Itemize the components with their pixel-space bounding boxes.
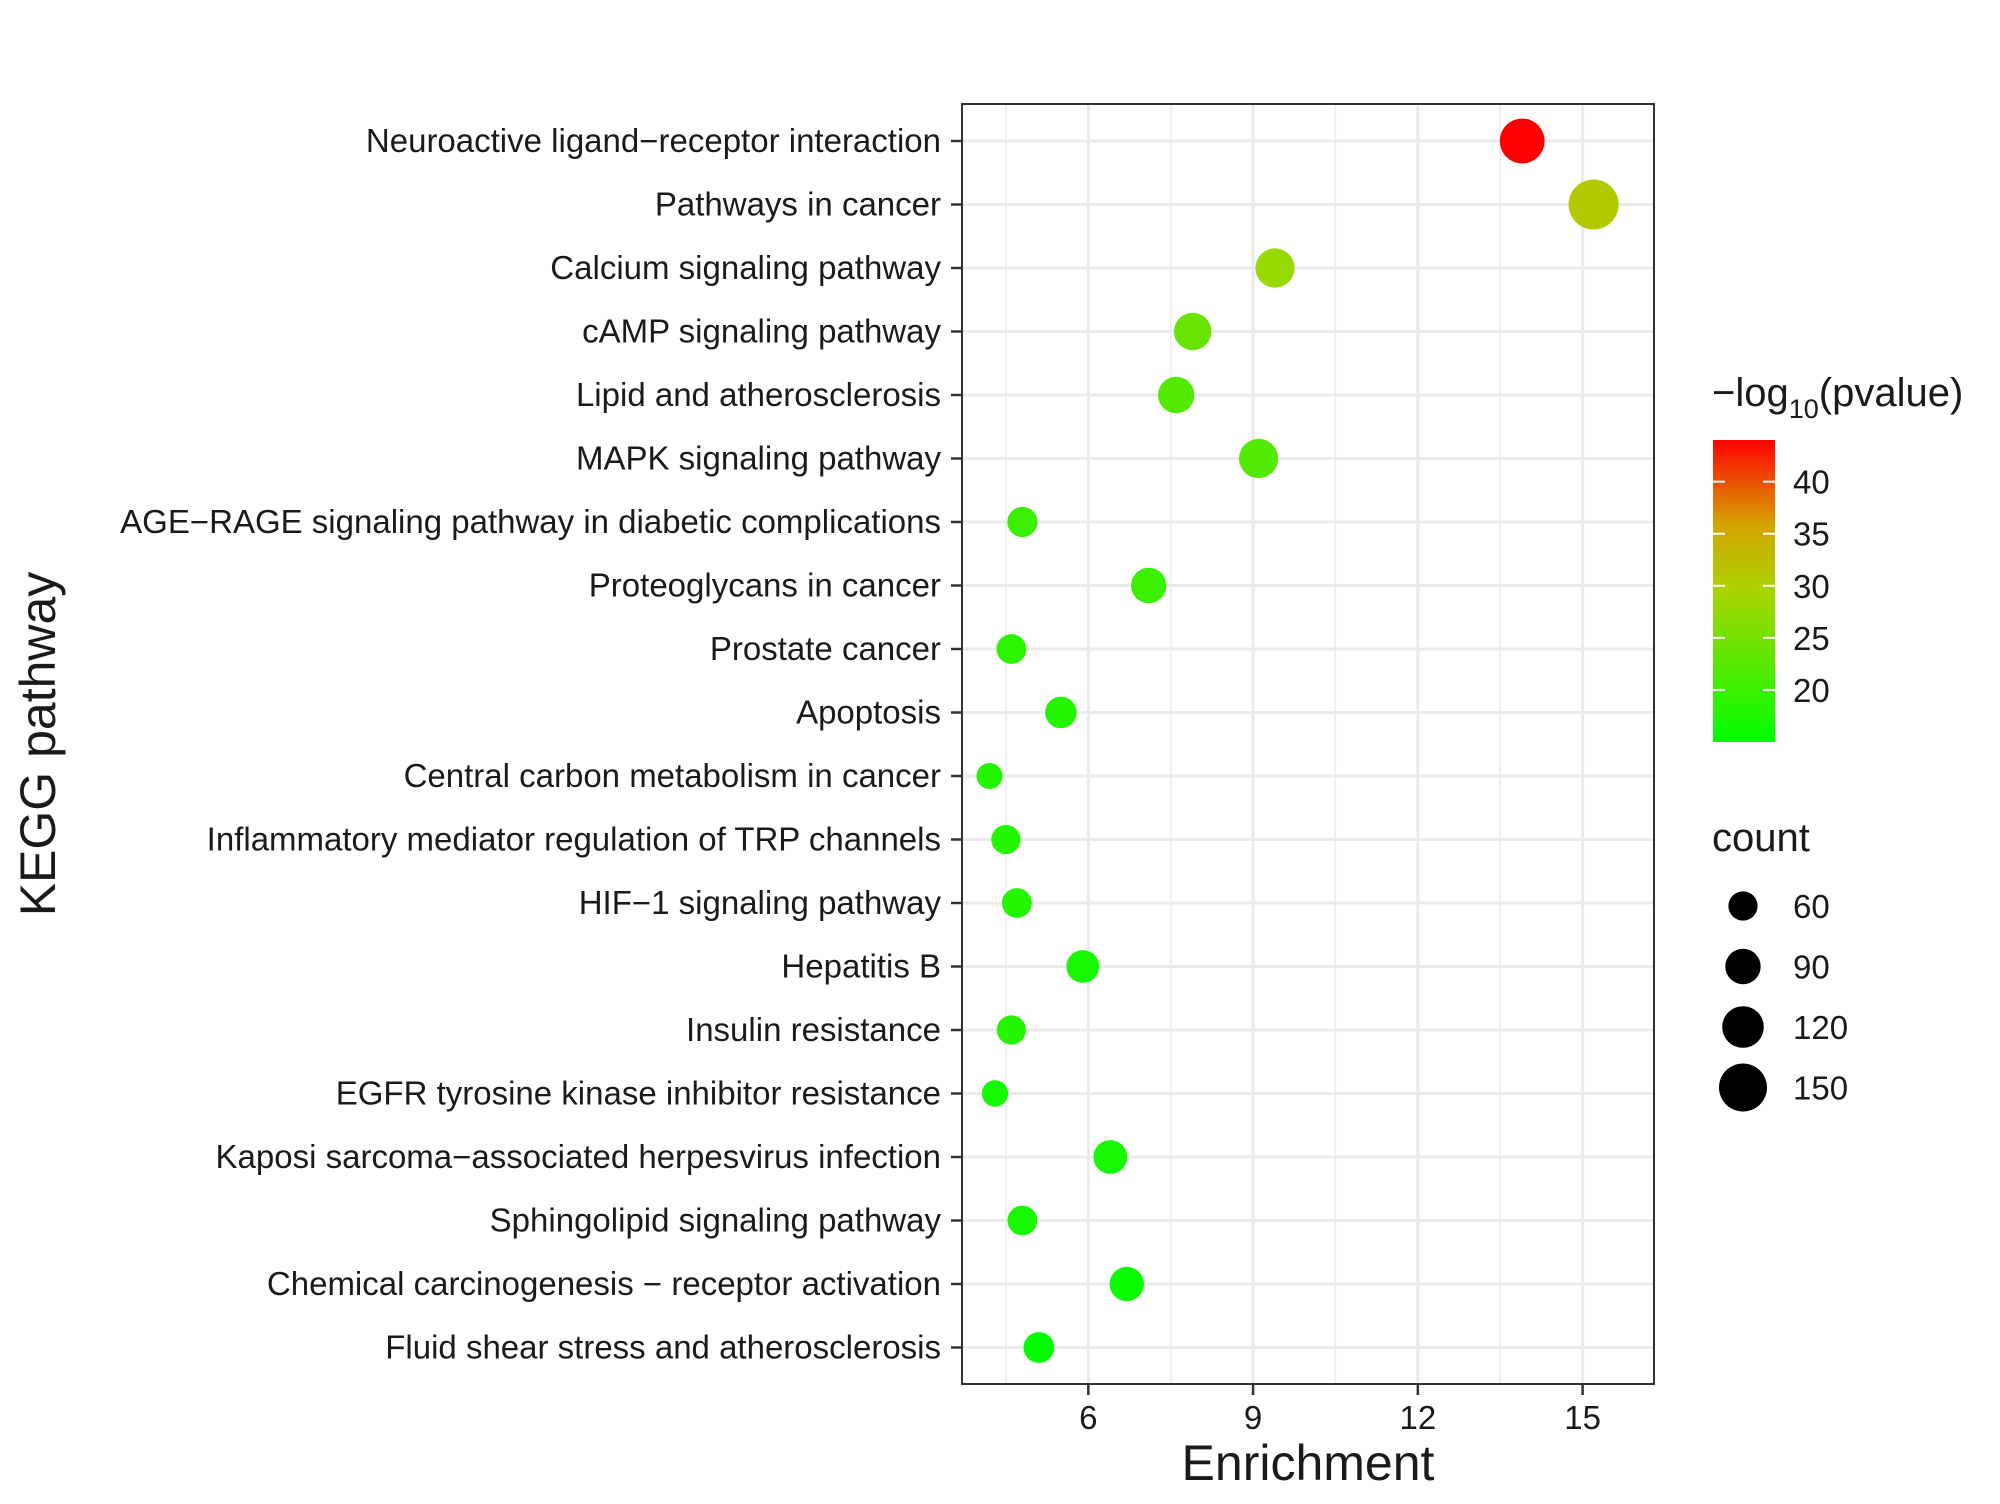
color-bar-tick-label: 20 bbox=[1793, 672, 1830, 709]
y-tick-label: Insulin resistance bbox=[686, 1011, 941, 1048]
size-legend-label: 60 bbox=[1793, 888, 1830, 925]
y-tick-label: Neuroactive ligand−receptor interaction bbox=[366, 122, 941, 159]
data-point bbox=[1131, 567, 1167, 604]
size-legend-label: 90 bbox=[1793, 949, 1830, 986]
y-tick-label: Pathways in cancer bbox=[655, 186, 941, 223]
color-bar-tick-label: 30 bbox=[1793, 568, 1830, 605]
data-points bbox=[976, 118, 1619, 1363]
x-tick-label: 12 bbox=[1399, 1399, 1436, 1436]
x-axis-title: Enrichment bbox=[1182, 1435, 1435, 1491]
y-tick-label: Inflammatory mediator regulation of TRP … bbox=[207, 821, 941, 858]
data-point bbox=[991, 824, 1021, 855]
color-legend-title-sub: 10 bbox=[1789, 394, 1819, 424]
data-point bbox=[1499, 118, 1545, 164]
color-legend-title-rest: (pvalue) bbox=[1819, 371, 1964, 415]
data-point bbox=[996, 634, 1027, 664]
color-legend-title: −log10(pvalue) bbox=[1712, 371, 1963, 424]
size-legend-dot bbox=[1722, 1006, 1764, 1048]
data-point bbox=[1239, 438, 1279, 479]
y-tick-label: AGE−RAGE signaling pathway in diabetic c… bbox=[120, 503, 941, 540]
color-bar-ticks: 20 25 30 35 40 bbox=[1713, 464, 1830, 709]
grid-lines bbox=[962, 104, 1654, 1384]
color-bar-tick-label: 25 bbox=[1793, 620, 1830, 657]
size-legend-dot bbox=[1719, 1063, 1767, 1112]
data-point bbox=[1174, 312, 1212, 351]
color-bar-tick-label: 40 bbox=[1793, 464, 1830, 501]
x-tick-label: 9 bbox=[1244, 1399, 1262, 1436]
y-tick-label: Fluid shear stress and atherosclerosis bbox=[385, 1329, 941, 1366]
size-legend-dot bbox=[1725, 948, 1761, 985]
data-point bbox=[1109, 1266, 1145, 1302]
size-legend-label: 150 bbox=[1793, 1070, 1848, 1107]
y-tick-label: Calcium signaling pathway bbox=[550, 249, 941, 286]
y-tick-label: Kaposi sarcoma−associated herpesvirus in… bbox=[216, 1138, 941, 1175]
y-tick-label: Prostate cancer bbox=[710, 630, 941, 667]
y-tick-label: Proteoglycans in cancer bbox=[589, 567, 941, 604]
data-point bbox=[1255, 248, 1295, 288]
size-legend-entries: 60 90 120 150 bbox=[1719, 888, 1848, 1112]
color-bar-tick-label: 35 bbox=[1793, 516, 1830, 553]
data-point bbox=[1007, 1205, 1038, 1236]
data-point bbox=[981, 1080, 1009, 1107]
data-point bbox=[1066, 950, 1100, 983]
color-legend-title-main: −log bbox=[1712, 371, 1789, 415]
y-tick-label: cAMP signaling pathway bbox=[582, 313, 941, 350]
y-tick-label: Apoptosis bbox=[796, 694, 941, 731]
size-legend-label: 120 bbox=[1793, 1009, 1848, 1046]
data-point bbox=[1045, 696, 1077, 729]
plot-panel-border bbox=[961, 103, 1655, 1385]
size-legend: count 60 90 120 150 bbox=[1712, 816, 1848, 1112]
x-axis: 6 9 12 15 bbox=[1079, 1384, 1601, 1436]
y-tick-label: Chemical carcinogenesis − receptor activ… bbox=[267, 1265, 941, 1302]
y-axis-title: KEGG pathway bbox=[10, 572, 66, 917]
color-legend: −log10(pvalue) 20 25 30 35 40 bbox=[1712, 371, 1963, 742]
data-point bbox=[1002, 888, 1032, 918]
y-tick-label: Lipid and atherosclerosis bbox=[576, 376, 941, 413]
y-tick-label: Central carbon metabolism in cancer bbox=[404, 757, 941, 794]
y-axis: Neuroactive ligand−receptor interaction P… bbox=[120, 122, 962, 1366]
data-point bbox=[1093, 1140, 1128, 1174]
data-point bbox=[1023, 1332, 1055, 1363]
data-point bbox=[1007, 506, 1038, 538]
data-point bbox=[976, 763, 1003, 789]
x-tick-label: 6 bbox=[1079, 1399, 1097, 1436]
data-point bbox=[1568, 179, 1619, 230]
y-tick-label: Hepatitis B bbox=[781, 948, 941, 985]
y-tick-label: HIF−1 signaling pathway bbox=[579, 884, 942, 921]
y-tick-label: Sphingolipid signaling pathway bbox=[490, 1202, 942, 1239]
y-tick-label: EGFR tyrosine kinase inhibitor resistanc… bbox=[336, 1075, 941, 1112]
data-point bbox=[996, 1015, 1026, 1045]
data-point bbox=[1158, 376, 1195, 414]
y-tick-label: MAPK signaling pathway bbox=[576, 440, 942, 477]
size-legend-title: count bbox=[1712, 816, 1810, 860]
color-bar bbox=[1713, 440, 1775, 742]
size-legend-dot bbox=[1728, 891, 1758, 921]
x-tick-label: 15 bbox=[1564, 1399, 1601, 1436]
plot-panel-background bbox=[962, 104, 1654, 1384]
